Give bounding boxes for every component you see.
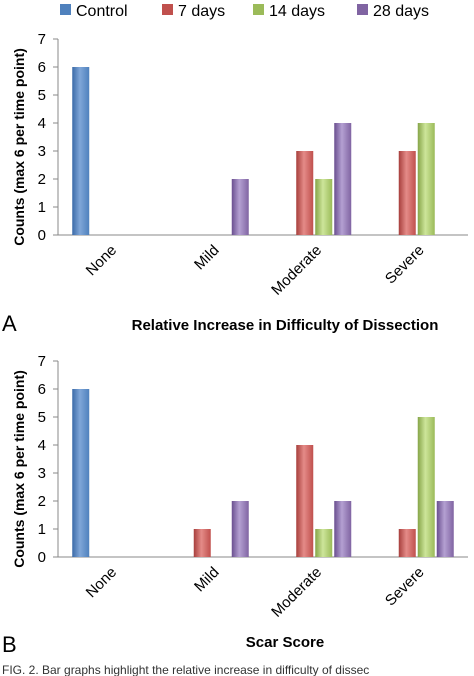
y-tick-label: 3 (38, 143, 46, 160)
legend-label-0: Control (76, 3, 128, 20)
bar-moderate-28-days (334, 501, 352, 557)
legend-swatch-1 (162, 4, 173, 15)
y-tick-label: 4 (38, 115, 46, 132)
y-axis-label: Counts (max 6 per time point) (11, 48, 27, 246)
bar-severe-14-days (417, 123, 435, 235)
y-tick-label: 7 (38, 31, 46, 48)
panel-letter-b: B (2, 632, 17, 657)
figure-caption: FIG. 2. Bar graphs highlight the relativ… (2, 663, 369, 676)
chart-legend: Control 7 days 14 days 28 days (60, 3, 429, 20)
y-tick-label: 6 (38, 59, 46, 76)
bar-moderate-14-days (315, 529, 333, 557)
x-category-label: None (83, 564, 120, 601)
y-tick-label: 0 (38, 227, 46, 244)
bar-severe-14-days (417, 417, 435, 557)
chart-title: Relative Increase in Difficulty of Disse… (132, 317, 439, 334)
y-tick-label: 7 (38, 353, 46, 370)
legend-label-2: 14 days (269, 3, 325, 20)
legend-swatch-3 (357, 4, 368, 15)
y-tick-label: 2 (38, 171, 46, 188)
x-category-label: Moderate (268, 564, 325, 621)
legend-label-1: 7 days (178, 3, 225, 20)
chart-title: Scar Score (246, 634, 324, 651)
x-category-label: None (83, 242, 120, 279)
y-tick-label: 6 (38, 381, 46, 398)
bar-moderate-7-days (296, 151, 314, 235)
chart-a: 0 1 2 3 4 5 6 7 Counts (max 6 per time point) Non… (11, 31, 468, 334)
bar-moderate-7-days (296, 445, 314, 557)
bar-none-control (72, 67, 90, 235)
panel-letter-a: A (2, 311, 17, 336)
bar-severe-7-days (398, 529, 416, 557)
x-category-label: Moderate (268, 242, 325, 299)
y-tick-label: 2 (38, 493, 46, 510)
bar-mild-28-days (231, 179, 249, 235)
y-tick-label: 5 (38, 87, 46, 104)
y-axis-label: Counts (max 6 per time point) (11, 370, 27, 568)
bar-moderate-14-days (315, 179, 333, 235)
legend-swatch-0 (60, 4, 71, 15)
bar-severe-28-days (436, 501, 454, 557)
y-tick-label: 1 (38, 521, 46, 538)
bar-none-control (72, 389, 90, 557)
bar-moderate-28-days (334, 123, 352, 235)
chart-b: 0 1 2 3 4 5 6 7 Counts (max 6 per time point) Non… (11, 353, 468, 651)
legend-swatch-2 (253, 4, 264, 15)
y-tick-label: 4 (38, 437, 46, 454)
x-category-label: Mild (191, 242, 222, 273)
bar-mild-28-days (231, 501, 249, 557)
y-tick-label: 5 (38, 409, 46, 426)
x-category-label: Severe (382, 242, 428, 288)
bar-severe-7-days (398, 151, 416, 235)
legend-label-3: 28 days (373, 3, 429, 20)
y-tick-label: 1 (38, 199, 46, 216)
x-category-label: Severe (382, 564, 428, 610)
y-tick-label: 0 (38, 549, 46, 566)
bar-mild-7-days (193, 529, 211, 557)
y-tick-label: 3 (38, 465, 46, 482)
x-category-label: Mild (191, 564, 222, 595)
